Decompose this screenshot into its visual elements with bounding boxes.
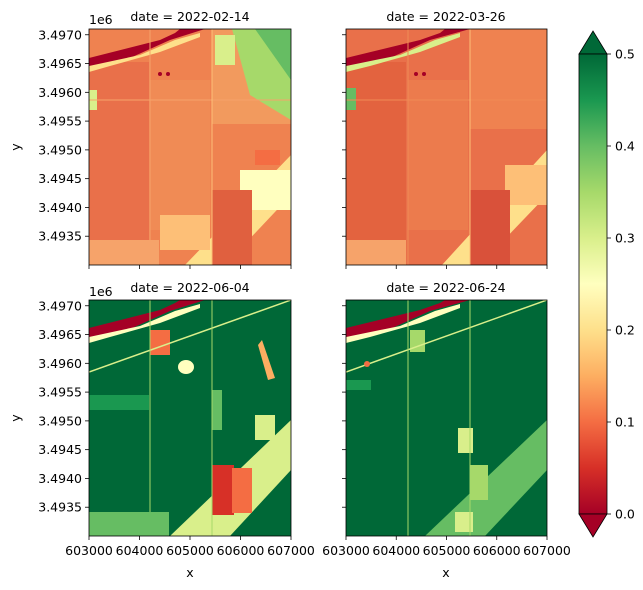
colorbar-tick-label: 0.4 <box>615 139 635 154</box>
x-tick-label: 607000 <box>267 543 315 558</box>
colorbar-ticks: 0.0 0.1 0.2 0.3 0.4 0.5 <box>607 47 635 522</box>
panel-2022-06-24: date = 2022-06-24 <box>345 280 548 537</box>
raster-2022-02-14 <box>89 29 291 265</box>
x-tick-label: 603000 <box>65 543 113 558</box>
y-tick-label: 3.4955 <box>38 114 82 129</box>
y-axis-label-top: y <box>8 143 23 151</box>
panel-2022-06-04: date = 2022-06-04 <box>88 280 292 537</box>
x-tick-label: 606000 <box>217 543 265 558</box>
raster-2022-03-26 <box>346 29 547 265</box>
x-axis-label-left: x <box>186 565 193 580</box>
y-axis-label-bottom: y <box>8 414 23 422</box>
x-axis-label-right: x <box>442 565 449 580</box>
y-tick-label: 3.4940 <box>38 200 82 215</box>
y-offset-label-bottom: 1e6 <box>89 284 113 299</box>
y-tick-label: 3.4945 <box>38 171 82 186</box>
y-tick-label: 3.4960 <box>38 85 82 100</box>
colorbar-extend-top <box>578 30 608 55</box>
colorbar-tick-label: 0.1 <box>615 415 635 430</box>
y-tick-label: 3.4935 <box>38 500 82 515</box>
y-tick-label: 3.4965 <box>38 56 82 71</box>
x-tick-label: 605000 <box>166 543 214 558</box>
x-tick-label: 603000 <box>322 543 370 558</box>
colorbar-tick-label: 0.5 <box>615 47 635 62</box>
panel-2022-03-26: date = 2022-03-26 <box>345 9 548 266</box>
panel-2022-02-14: date = 2022-02-14 <box>88 9 292 266</box>
y-tick-label: 3.4940 <box>38 471 82 486</box>
x-tick-label: 604000 <box>116 543 164 558</box>
y-tick-label: 3.4970 <box>38 27 82 42</box>
y-tick-label: 3.4970 <box>38 298 82 313</box>
x-tick-label: 606000 <box>473 543 521 558</box>
x-tick-label: 604000 <box>372 543 420 558</box>
y-tick-label: 3.4955 <box>38 385 82 400</box>
raster-2022-06-04 <box>89 300 291 536</box>
panel-title: date = 2022-06-24 <box>386 280 505 295</box>
y-tick-label: 3.4950 <box>38 142 82 157</box>
colorbar: 0.0 0.1 0.2 0.3 0.4 0.5 <box>578 30 635 538</box>
panel-title: date = 2022-02-14 <box>130 9 249 24</box>
x-tick-label: 605000 <box>423 543 471 558</box>
y-tick-label: 3.4945 <box>38 442 82 457</box>
y-tick-label: 3.4935 <box>38 229 82 244</box>
colorbar-extend-bottom <box>578 513 608 538</box>
x-tick-label: 607000 <box>523 543 571 558</box>
y-tick-label: 3.4950 <box>38 413 82 428</box>
y-tick-label: 3.4960 <box>38 356 82 371</box>
colorbar-tick-label: 0.3 <box>615 231 635 246</box>
y-tick-label: 3.4965 <box>38 327 82 342</box>
colorbar-gradient <box>578 53 608 515</box>
raster-2022-06-24 <box>346 300 547 536</box>
panel-title: date = 2022-03-26 <box>386 9 505 24</box>
colorbar-tick-label: 0.0 <box>615 507 635 522</box>
colorbar-tick-label: 0.2 <box>615 323 635 338</box>
axes-layer: 3.4935 3.4940 3.4945 3.4950 3.4955 3.4960 3.49… <box>38 27 571 558</box>
panel-title: date = 2022-06-04 <box>130 280 249 295</box>
y-offset-label-top: 1e6 <box>89 12 113 27</box>
